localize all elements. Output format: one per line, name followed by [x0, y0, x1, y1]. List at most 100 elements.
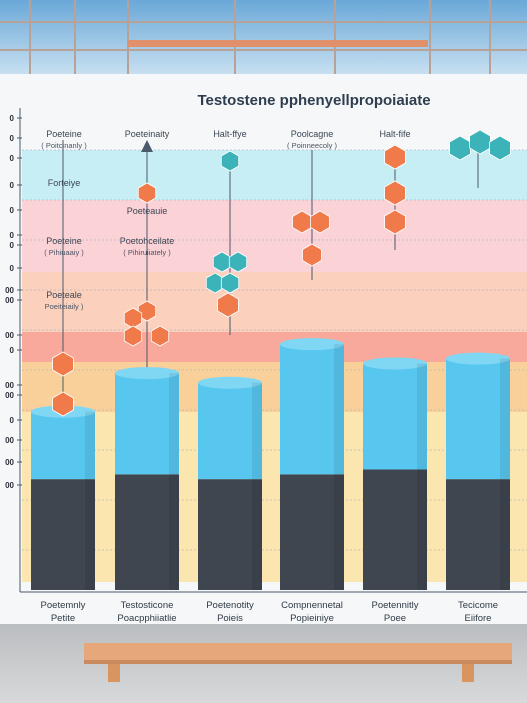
annotation: Poeteine ( Poitcinanly )	[41, 129, 87, 150]
bar-cap	[363, 357, 427, 370]
molecules	[52, 129, 511, 417]
bar-shade	[417, 363, 427, 590]
molecule-hexagon	[150, 325, 170, 347]
background-window	[0, 0, 527, 80]
molecule-hexagon	[384, 209, 406, 235]
bar-segment-upper	[31, 411, 95, 480]
molecule-hexagon	[52, 351, 74, 377]
annotation-subtitle: ( Pihiruiiately )	[123, 248, 171, 257]
molecule-hexagon	[228, 251, 248, 273]
annotation-subtitle: ( Pihiuaaiy )	[44, 248, 84, 257]
annotation-title: Poeteine	[46, 236, 82, 246]
y-tick-label: 00	[5, 381, 14, 390]
bar-segment-upper	[115, 373, 179, 475]
bars	[31, 338, 510, 590]
y-tick-label: 00	[5, 331, 14, 340]
annotations: Poeteine ( Poitcinanly ) Poeteinaity Halt-f…	[41, 129, 410, 311]
molecule-hexagon	[137, 300, 157, 322]
bar-segment-upper	[198, 382, 262, 480]
y-tick-label: 0	[10, 346, 15, 355]
y-tick-label: 0	[10, 181, 15, 190]
chart-title: Testostene pphenyellpropoiaiate	[197, 92, 430, 109]
connector-arrow	[141, 140, 153, 152]
y-tick-label: 00	[5, 481, 14, 490]
bar-cap	[280, 338, 344, 351]
bar-segment-lower	[31, 479, 95, 590]
bar-segment-lower	[280, 474, 344, 590]
y-tick-label: 0	[10, 231, 15, 240]
x-tick-label: Tecicome	[458, 600, 498, 611]
molecule-hexagon	[220, 272, 240, 294]
bar-cap	[115, 367, 179, 380]
annotation-title: Halt-fife	[379, 129, 410, 139]
bar-shade	[500, 358, 510, 590]
molecule-hexagon	[52, 391, 74, 417]
bar-segment-upper	[363, 363, 427, 470]
annotation-title: Poeteale	[46, 290, 82, 300]
annotation-title: Halt-ffye	[213, 129, 246, 139]
y-tick-label: 00	[5, 436, 14, 445]
molecule-hexagon	[220, 150, 240, 172]
annotation: Poeteauie	[127, 206, 168, 216]
x-tick-label: Poacpphiiatlie	[117, 613, 176, 624]
annotation-title: Poeteine	[46, 129, 82, 139]
molecule-hexagon	[310, 210, 330, 234]
y-tick-label: 00	[5, 296, 14, 305]
bar-segment-lower	[115, 474, 179, 590]
x-tick-label: Compnennetal	[281, 600, 343, 611]
bar-shade	[85, 411, 95, 590]
x-tick-label: Eiifore	[465, 613, 492, 624]
x-tick-label: Testosticone	[121, 600, 174, 611]
annotation: Poeteine ( Pihiuaaiy )	[44, 236, 84, 257]
x-tick-label: Popieiniye	[290, 613, 334, 624]
x-tick-label: Poee	[384, 613, 406, 624]
y-tick-label: 00	[5, 458, 14, 467]
bar-segment-upper	[446, 358, 510, 480]
annotation-subtitle: Poeiteiaily )	[45, 302, 84, 311]
molecule-hexagon	[469, 129, 491, 155]
x-tick-label: Poieis	[217, 613, 243, 624]
y-tick-label: 00	[5, 391, 14, 400]
annotation-title: Poeteauie	[127, 206, 168, 216]
annotation: Poeteale Poeiteiaily )	[45, 290, 84, 311]
annotation: Forteiye	[48, 178, 81, 188]
bar-segment-upper	[280, 344, 344, 475]
bar-segment-lower	[363, 469, 427, 590]
y-tick-label: 0	[10, 206, 15, 215]
molecule-hexagon	[384, 144, 406, 170]
x-tick-label: Poetennitly	[371, 600, 418, 611]
molecule-hexagon	[137, 182, 157, 204]
bar-shade	[334, 344, 344, 590]
bar-segment-lower	[198, 479, 262, 590]
molecule-hexagon	[217, 292, 239, 318]
bar-cap	[198, 376, 262, 389]
molecule-hexagon	[489, 135, 511, 161]
bar-shade	[252, 382, 262, 590]
bench	[84, 643, 512, 682]
annotation-title: Poeteinaity	[125, 129, 170, 139]
annotation: Poolcagne ( Poinneecoly )	[287, 129, 338, 150]
bar-cap	[446, 352, 510, 365]
y-tick-label: 0	[10, 416, 15, 425]
gridlines	[22, 149, 527, 551]
y-tick-label: 0	[10, 241, 15, 250]
x-tick-label: Petite	[51, 613, 75, 624]
annotation-title: Poolcagne	[291, 129, 334, 139]
annotation: Poeteinaity	[125, 129, 170, 139]
annotation-title: Forteiye	[48, 178, 81, 188]
x-tick-label: Poetemnly	[41, 600, 86, 611]
molecule-hexagon	[384, 180, 406, 206]
annotation-title: Poetohceilate	[120, 236, 175, 246]
y-tick-label: 0	[10, 134, 15, 143]
bar-segment-lower	[446, 479, 510, 590]
molecule-hexagon	[302, 243, 322, 267]
annotation: Halt-ffye	[213, 129, 246, 139]
x-tick-label: Poetenotity	[206, 600, 254, 611]
molecule-hexagon	[123, 325, 143, 347]
bar-shade	[169, 373, 179, 590]
annotation: Poetohceilate ( Pihiruiiately )	[120, 236, 175, 257]
y-tick-label: 0	[10, 114, 15, 123]
annotation-subtitle: ( Poinneecoly )	[287, 141, 338, 150]
